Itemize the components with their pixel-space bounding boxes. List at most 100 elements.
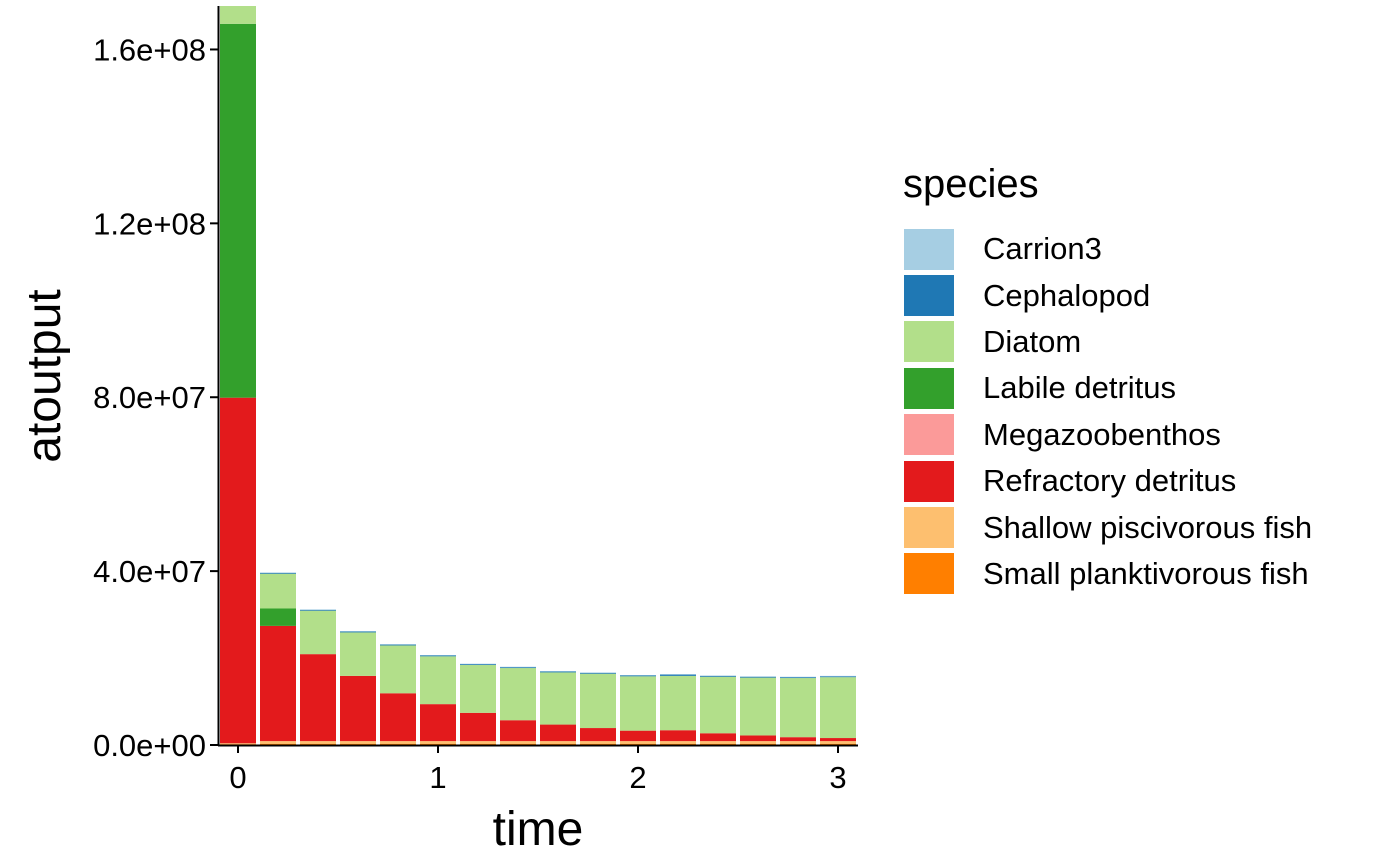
bar-segment xyxy=(380,644,416,646)
legend-key xyxy=(903,366,955,410)
y-tick-label: 1.2e+08 xyxy=(93,206,206,241)
bar-segment xyxy=(340,741,376,744)
x-tick-label: 0 xyxy=(229,760,246,795)
bar-segment xyxy=(660,741,696,744)
y-ticks-group: 0.0e+00 4.0e+07 8.0e+07 1.2e+08 1.6e+08 xyxy=(93,32,218,763)
bar-segment xyxy=(380,741,416,744)
legend-item: Small planktivorous fish xyxy=(903,551,1312,597)
bar-segment xyxy=(620,743,656,745)
bar-segment xyxy=(580,741,616,744)
bar-segment xyxy=(580,728,616,742)
x-ticks-group: 0 1 2 3 xyxy=(229,745,847,795)
bar-segment xyxy=(260,743,296,745)
bar-segment xyxy=(460,743,496,745)
bar-segment xyxy=(540,671,576,673)
bar-segment xyxy=(420,704,456,742)
legend-title: species xyxy=(903,162,1039,206)
bar-segment xyxy=(780,677,816,679)
legend-item: Shallow piscivorous fish xyxy=(903,504,1312,550)
bars-group xyxy=(220,6,856,745)
bar-segment xyxy=(620,676,656,731)
legend-item: Cephalopod xyxy=(903,272,1312,318)
bar-segment xyxy=(500,743,536,745)
bar-segment xyxy=(700,733,736,742)
bar-segment xyxy=(700,675,736,677)
bar-segment xyxy=(380,743,416,745)
bar-segment xyxy=(820,743,856,745)
bar-segment xyxy=(460,664,496,666)
bar-segment xyxy=(460,741,496,744)
bar-segment xyxy=(540,741,576,744)
bar-segment xyxy=(380,693,416,742)
bar-segment xyxy=(780,743,816,745)
bar-segment xyxy=(500,720,536,742)
bar-segment xyxy=(660,675,696,731)
legend-label: Shallow piscivorous fish xyxy=(983,509,1313,545)
bar-segment xyxy=(700,676,736,734)
bar-segment xyxy=(820,676,856,678)
bar-segment xyxy=(740,677,776,736)
bar-segment xyxy=(820,677,856,739)
legend-key xyxy=(903,320,955,364)
bar-segment xyxy=(700,743,736,745)
legend-key xyxy=(903,413,955,457)
bar-segment xyxy=(300,610,336,655)
y-axis-title: atoutput xyxy=(18,289,71,462)
x-tick-label: 3 xyxy=(829,760,846,795)
bar-segment xyxy=(820,741,856,744)
bar-segment xyxy=(420,656,456,705)
bar-segment xyxy=(380,645,416,694)
bar-segment xyxy=(420,743,456,745)
bar-segment xyxy=(540,672,576,725)
legend-key xyxy=(903,552,955,596)
legend-label: Labile detritus xyxy=(983,370,1177,406)
legend: species Carrion3 Cephalopod Diatom Labile d… xyxy=(903,158,1312,597)
bar-segment xyxy=(460,712,496,742)
legend-key xyxy=(903,459,955,503)
bar-segment xyxy=(580,743,616,745)
legend-item: Labile detritus xyxy=(903,365,1312,411)
legend-label: Megazoobenthos xyxy=(983,416,1221,452)
bar-segment xyxy=(260,573,296,609)
bar-segment xyxy=(220,397,256,744)
x-tick-label: 2 xyxy=(629,760,646,795)
bar-segment xyxy=(340,631,376,633)
legend-item: Megazoobenthos xyxy=(903,412,1312,458)
bar-segment xyxy=(700,741,736,744)
y-tick-label: 8.0e+07 xyxy=(93,380,206,415)
bar-segment xyxy=(340,675,376,742)
bar-segment xyxy=(660,730,696,742)
bar-segment xyxy=(620,741,656,744)
legend-key xyxy=(903,274,955,318)
bar-segment xyxy=(820,738,856,742)
bar-segment xyxy=(540,743,576,745)
bar-segment xyxy=(300,654,336,742)
bar-segment xyxy=(220,743,256,745)
bar-segment xyxy=(500,668,536,721)
bar-segment xyxy=(420,741,456,744)
bar-segment xyxy=(780,678,816,738)
legend-item: Refractory detritus xyxy=(903,458,1312,504)
legend-item: Carrion3 xyxy=(903,226,1312,272)
legend-label: Diatom xyxy=(983,323,1082,359)
bar-segment xyxy=(300,609,336,611)
legend-key xyxy=(903,506,955,550)
bar-segment xyxy=(460,665,496,713)
y-tick-label: 1.6e+08 xyxy=(93,32,206,67)
x-axis-title: time xyxy=(493,803,584,856)
bar-segment xyxy=(420,655,456,657)
bar-segment xyxy=(500,741,536,744)
bar-segment xyxy=(540,724,576,742)
bar-segment xyxy=(740,741,776,744)
x-tick-label: 1 xyxy=(429,760,446,795)
bar-segment xyxy=(220,6,256,24)
bar-segment xyxy=(220,23,256,398)
bar-segment xyxy=(340,743,376,745)
bar-segment xyxy=(500,667,536,669)
bar-segment xyxy=(260,741,296,744)
bar-segment xyxy=(740,735,776,742)
legend-label: Refractory detritus xyxy=(983,463,1237,499)
bar-segment xyxy=(780,737,816,742)
bar-segment xyxy=(740,743,776,745)
bar-segment xyxy=(740,676,776,678)
